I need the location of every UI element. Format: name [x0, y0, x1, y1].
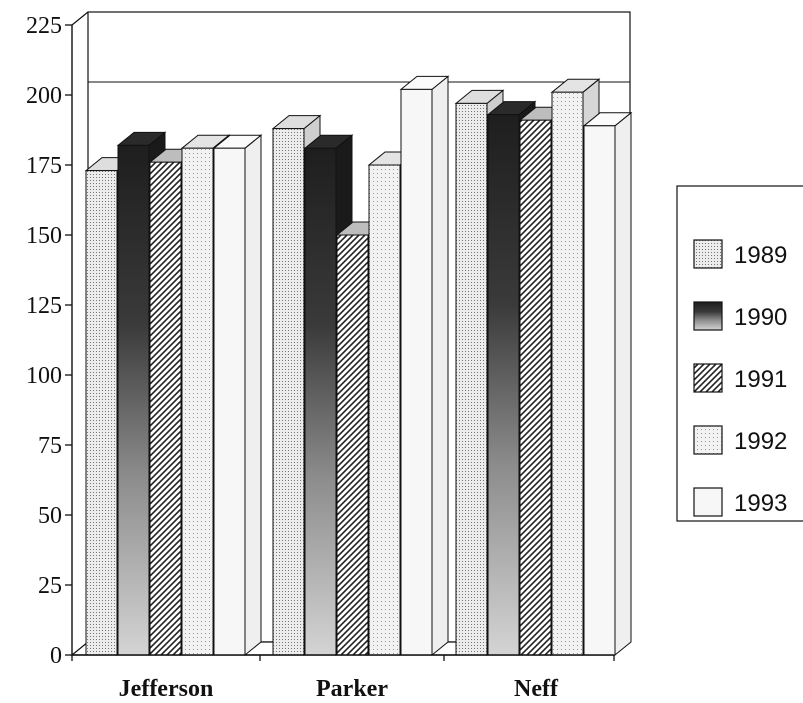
x-tick-label: Parker	[316, 676, 388, 702]
bar-front	[272, 128, 305, 656]
bar-front	[304, 147, 337, 656]
y-tick-label: 50	[38, 503, 62, 529]
wall-edge	[71, 11, 89, 26]
bar-side	[614, 111, 632, 657]
bar-side	[431, 75, 449, 657]
y-tick-label: 25	[38, 573, 62, 599]
bar-front	[336, 234, 369, 656]
bar-front	[149, 161, 182, 656]
x-tick-label: Neff	[514, 676, 559, 702]
bar-front	[583, 125, 616, 656]
y-tick-label: 0	[50, 643, 62, 669]
x-axis: Jefferson Parker Neff	[71, 654, 615, 702]
legend-swatch	[693, 425, 723, 455]
y-tick-label: 200	[26, 83, 62, 109]
legend-box	[676, 185, 803, 522]
y-tick-label: 125	[26, 293, 62, 319]
legend-swatch	[693, 301, 723, 331]
y-tick-label: 75	[38, 433, 62, 459]
bar-front	[117, 144, 150, 656]
bar-parker-1993	[399, 75, 450, 657]
y-tick-label: 150	[26, 223, 62, 249]
legend-label: 1993	[734, 490, 787, 517]
legend-swatch	[693, 363, 723, 393]
bar-front	[368, 164, 401, 656]
bar-front	[551, 91, 584, 656]
legend-label: 1991	[734, 366, 787, 393]
legend: 1989 1990 1991 1992 1993	[676, 185, 803, 522]
y-axis: 0 25 50 75 100 125 150 175 200 225	[26, 13, 73, 669]
bar-front	[213, 147, 246, 656]
y-tick-label: 175	[26, 153, 62, 179]
bar-jefferson-1993	[212, 134, 263, 657]
bars	[84, 75, 633, 657]
bar-front	[519, 119, 552, 656]
bar-neff-1993	[582, 111, 633, 657]
legend-label: 1989	[734, 242, 787, 269]
bar-front	[400, 88, 433, 656]
bar-front	[181, 147, 214, 656]
legend-swatch	[693, 487, 723, 517]
y-tick-label: 100	[26, 363, 62, 389]
x-tick-label: Jefferson	[119, 676, 214, 702]
bar-side	[244, 134, 262, 657]
bar-front	[85, 170, 118, 656]
bar-front	[487, 114, 520, 656]
y-tick-label: 225	[26, 13, 62, 39]
legend-label: 1990	[734, 304, 787, 331]
legend-swatch	[693, 239, 723, 269]
legend-label: 1992	[734, 428, 787, 455]
bar-front	[455, 102, 488, 656]
